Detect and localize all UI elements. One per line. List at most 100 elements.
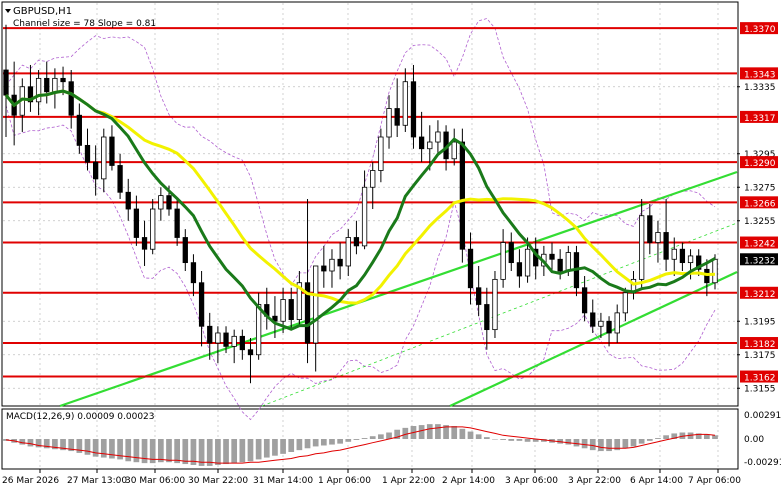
candle-body bbox=[166, 195, 172, 210]
macd-hist-bar bbox=[304, 439, 311, 449]
candle-body bbox=[52, 77, 58, 93]
current-price-badge bbox=[740, 253, 778, 266]
macd-hist-bar bbox=[109, 439, 115, 459]
candle-body bbox=[557, 258, 563, 272]
candle-body bbox=[598, 320, 604, 327]
time-tick-label: 3 Apr 22:00 bbox=[568, 476, 621, 486]
candle-body bbox=[606, 320, 612, 334]
macd-hist-bar bbox=[695, 433, 702, 439]
macd-hist-bar bbox=[483, 437, 490, 439]
macd-hist-bar bbox=[630, 439, 637, 447]
candle-body bbox=[44, 77, 50, 93]
candle-body bbox=[712, 258, 718, 284]
level-price-label: 1.3343 bbox=[744, 70, 776, 80]
channel-lower-line bbox=[449, 271, 738, 407]
macd-hist-bar bbox=[500, 439, 506, 440]
macd-hist-bar bbox=[27, 439, 34, 447]
macd-hist-bar bbox=[598, 439, 604, 452]
channel-info: Channel size = 78 Slope = 0.81 bbox=[13, 19, 156, 29]
candle-body bbox=[3, 69, 9, 96]
macd-pane-frame bbox=[1, 408, 739, 470]
candle-body bbox=[410, 81, 417, 138]
macd-tick-label: 0.00 bbox=[744, 435, 764, 445]
candle-body bbox=[247, 349, 254, 356]
candle-body bbox=[280, 299, 286, 322]
level-price-label: 1.3242 bbox=[744, 240, 776, 250]
macd-hist-bar bbox=[125, 439, 132, 462]
level-price-label: 1.3290 bbox=[744, 159, 776, 169]
macd-hist-bar bbox=[712, 435, 718, 439]
time-tick-label: 1 Apr 22:00 bbox=[382, 476, 435, 486]
menu-triangle-icon[interactable] bbox=[5, 9, 11, 13]
macd-hist-bar bbox=[402, 427, 409, 439]
time-tick-label: 30 Mar 22:00 bbox=[188, 476, 248, 486]
macd-hist-bar bbox=[353, 439, 360, 440]
macd-hist-bar bbox=[43, 439, 50, 449]
macd-hist-bar bbox=[524, 439, 531, 442]
candle-body bbox=[696, 255, 702, 270]
macd-hist-bar bbox=[288, 439, 295, 452]
macd-hist-bar bbox=[573, 439, 580, 447]
candle-body bbox=[239, 335, 245, 351]
macd-hist-bar bbox=[426, 424, 433, 439]
price-tick-label: 1.3175 bbox=[744, 351, 776, 361]
macd-hist-bar bbox=[312, 439, 319, 447]
candle-body bbox=[671, 248, 677, 260]
macd-hist-bar bbox=[606, 439, 612, 452]
candle-body bbox=[345, 237, 351, 267]
level-price-badge bbox=[740, 286, 778, 299]
macd-indicator: 0.00291 0.00 -0.00291 bbox=[3, 411, 781, 468]
candle-body bbox=[459, 141, 466, 250]
time-tick-label: 1 Apr 06:00 bbox=[318, 476, 371, 486]
level-price-badge bbox=[740, 156, 778, 169]
ma-slow-line bbox=[4, 89, 716, 305]
candle-body bbox=[190, 262, 197, 284]
macd-hist-bar bbox=[671, 433, 678, 439]
candle-body bbox=[288, 299, 294, 320]
macd-hist-bar bbox=[508, 439, 515, 441]
macd-hist-bar bbox=[76, 439, 83, 453]
level-price-label: 1.3370 bbox=[744, 25, 776, 35]
macd-tick-label: -0.00291 bbox=[744, 458, 781, 468]
candle-body bbox=[174, 208, 180, 238]
macd-hist-bar bbox=[174, 439, 180, 464]
time-tick-label: 2 Apr 14:00 bbox=[442, 476, 495, 486]
candle-body bbox=[223, 332, 229, 347]
bollinger-lower bbox=[5, 105, 716, 421]
candle-body bbox=[133, 208, 140, 238]
level-price-badge bbox=[740, 110, 778, 123]
level-price-label: 1.3266 bbox=[744, 199, 776, 209]
candle-body bbox=[704, 268, 710, 284]
current-price-label: 1.3232 bbox=[744, 256, 776, 266]
macd-hist-bar bbox=[516, 439, 523, 441]
price-channel bbox=[59, 170, 738, 408]
candle-body bbox=[255, 304, 262, 356]
macd-hist-bar bbox=[206, 439, 213, 466]
candle-body bbox=[215, 332, 221, 344]
price-tick-label: 1.3295 bbox=[744, 150, 776, 160]
candle-body bbox=[614, 312, 620, 334]
candle-body bbox=[27, 86, 34, 103]
time-tick-label: 30 Mar 06:00 bbox=[125, 476, 185, 486]
macd-hist-bar bbox=[263, 439, 270, 458]
macd-hist-bar bbox=[646, 439, 653, 441]
price-tick-label: 1.3195 bbox=[744, 317, 776, 327]
candle-body bbox=[549, 253, 555, 260]
candle-body bbox=[639, 215, 645, 280]
level-price-label: 1.3182 bbox=[744, 340, 776, 350]
macd-hist-bar bbox=[451, 426, 458, 439]
candle-body bbox=[622, 292, 628, 314]
macd-hist-bar bbox=[532, 439, 539, 442]
level-price-badge bbox=[740, 196, 778, 209]
candle-body bbox=[565, 252, 571, 272]
macd-hist-bar bbox=[255, 439, 262, 460]
macd-hist-bar bbox=[100, 439, 107, 458]
macd-hist-bar bbox=[622, 439, 629, 449]
price-tick-label: 1.3155 bbox=[744, 384, 776, 394]
candle-body bbox=[321, 265, 327, 272]
candle-body bbox=[467, 248, 474, 289]
macd-hist-bar bbox=[459, 428, 466, 439]
macd-hist-bar bbox=[157, 439, 164, 463]
